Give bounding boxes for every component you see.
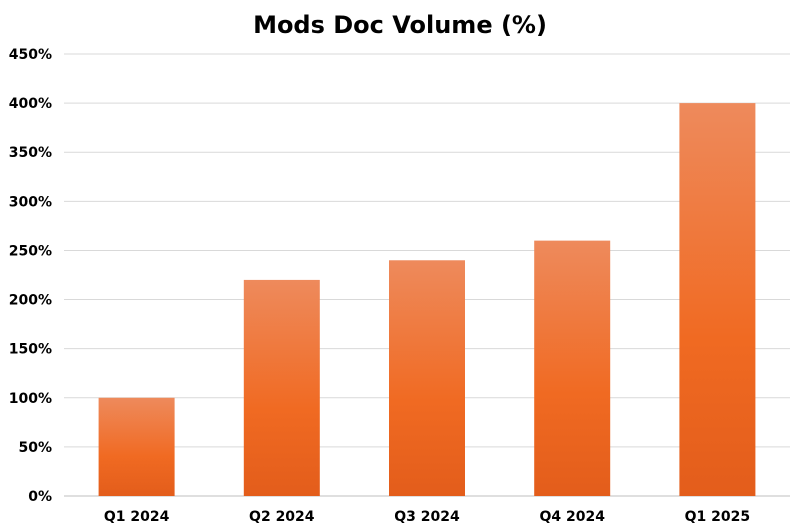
y-tick-label: 450% xyxy=(9,47,52,63)
y-tick-label: 350% xyxy=(9,145,52,161)
y-tick-label: 50% xyxy=(18,440,52,456)
y-tick-label: 150% xyxy=(9,342,52,358)
y-tick-label: 0% xyxy=(28,489,52,505)
bar-q1-2025 xyxy=(679,103,756,496)
y-tick-label: 200% xyxy=(9,293,52,309)
x-tick-label: Q3 2024 xyxy=(394,509,460,525)
y-tick-label: 250% xyxy=(9,243,52,259)
bars xyxy=(98,103,756,496)
x-axis-tick-labels: Q1 2024 Q2 2024 Q3 2024 Q4 2024 Q1 2025 xyxy=(104,509,750,525)
y-tick-label: 300% xyxy=(9,194,52,210)
x-tick-label: Q1 2025 xyxy=(685,509,750,525)
bar-q4-2024 xyxy=(534,240,611,496)
bar-q2-2024 xyxy=(243,279,320,496)
bar-q1-2024 xyxy=(98,397,175,496)
x-tick-label: Q4 2024 xyxy=(539,509,605,525)
y-tick-label: 400% xyxy=(9,96,52,112)
x-tick-label: Q2 2024 xyxy=(249,509,315,525)
bar-q3-2024 xyxy=(389,260,465,496)
y-axis-tick-labels: 0% 50% 100% 150% 200% 250% 300% 350% 400% 450% xyxy=(9,47,52,505)
chart-title: Mods Doc Volume (%) xyxy=(253,11,547,39)
y-tick-label: 100% xyxy=(9,391,52,407)
x-tick-label: Q1 2024 xyxy=(104,509,170,525)
